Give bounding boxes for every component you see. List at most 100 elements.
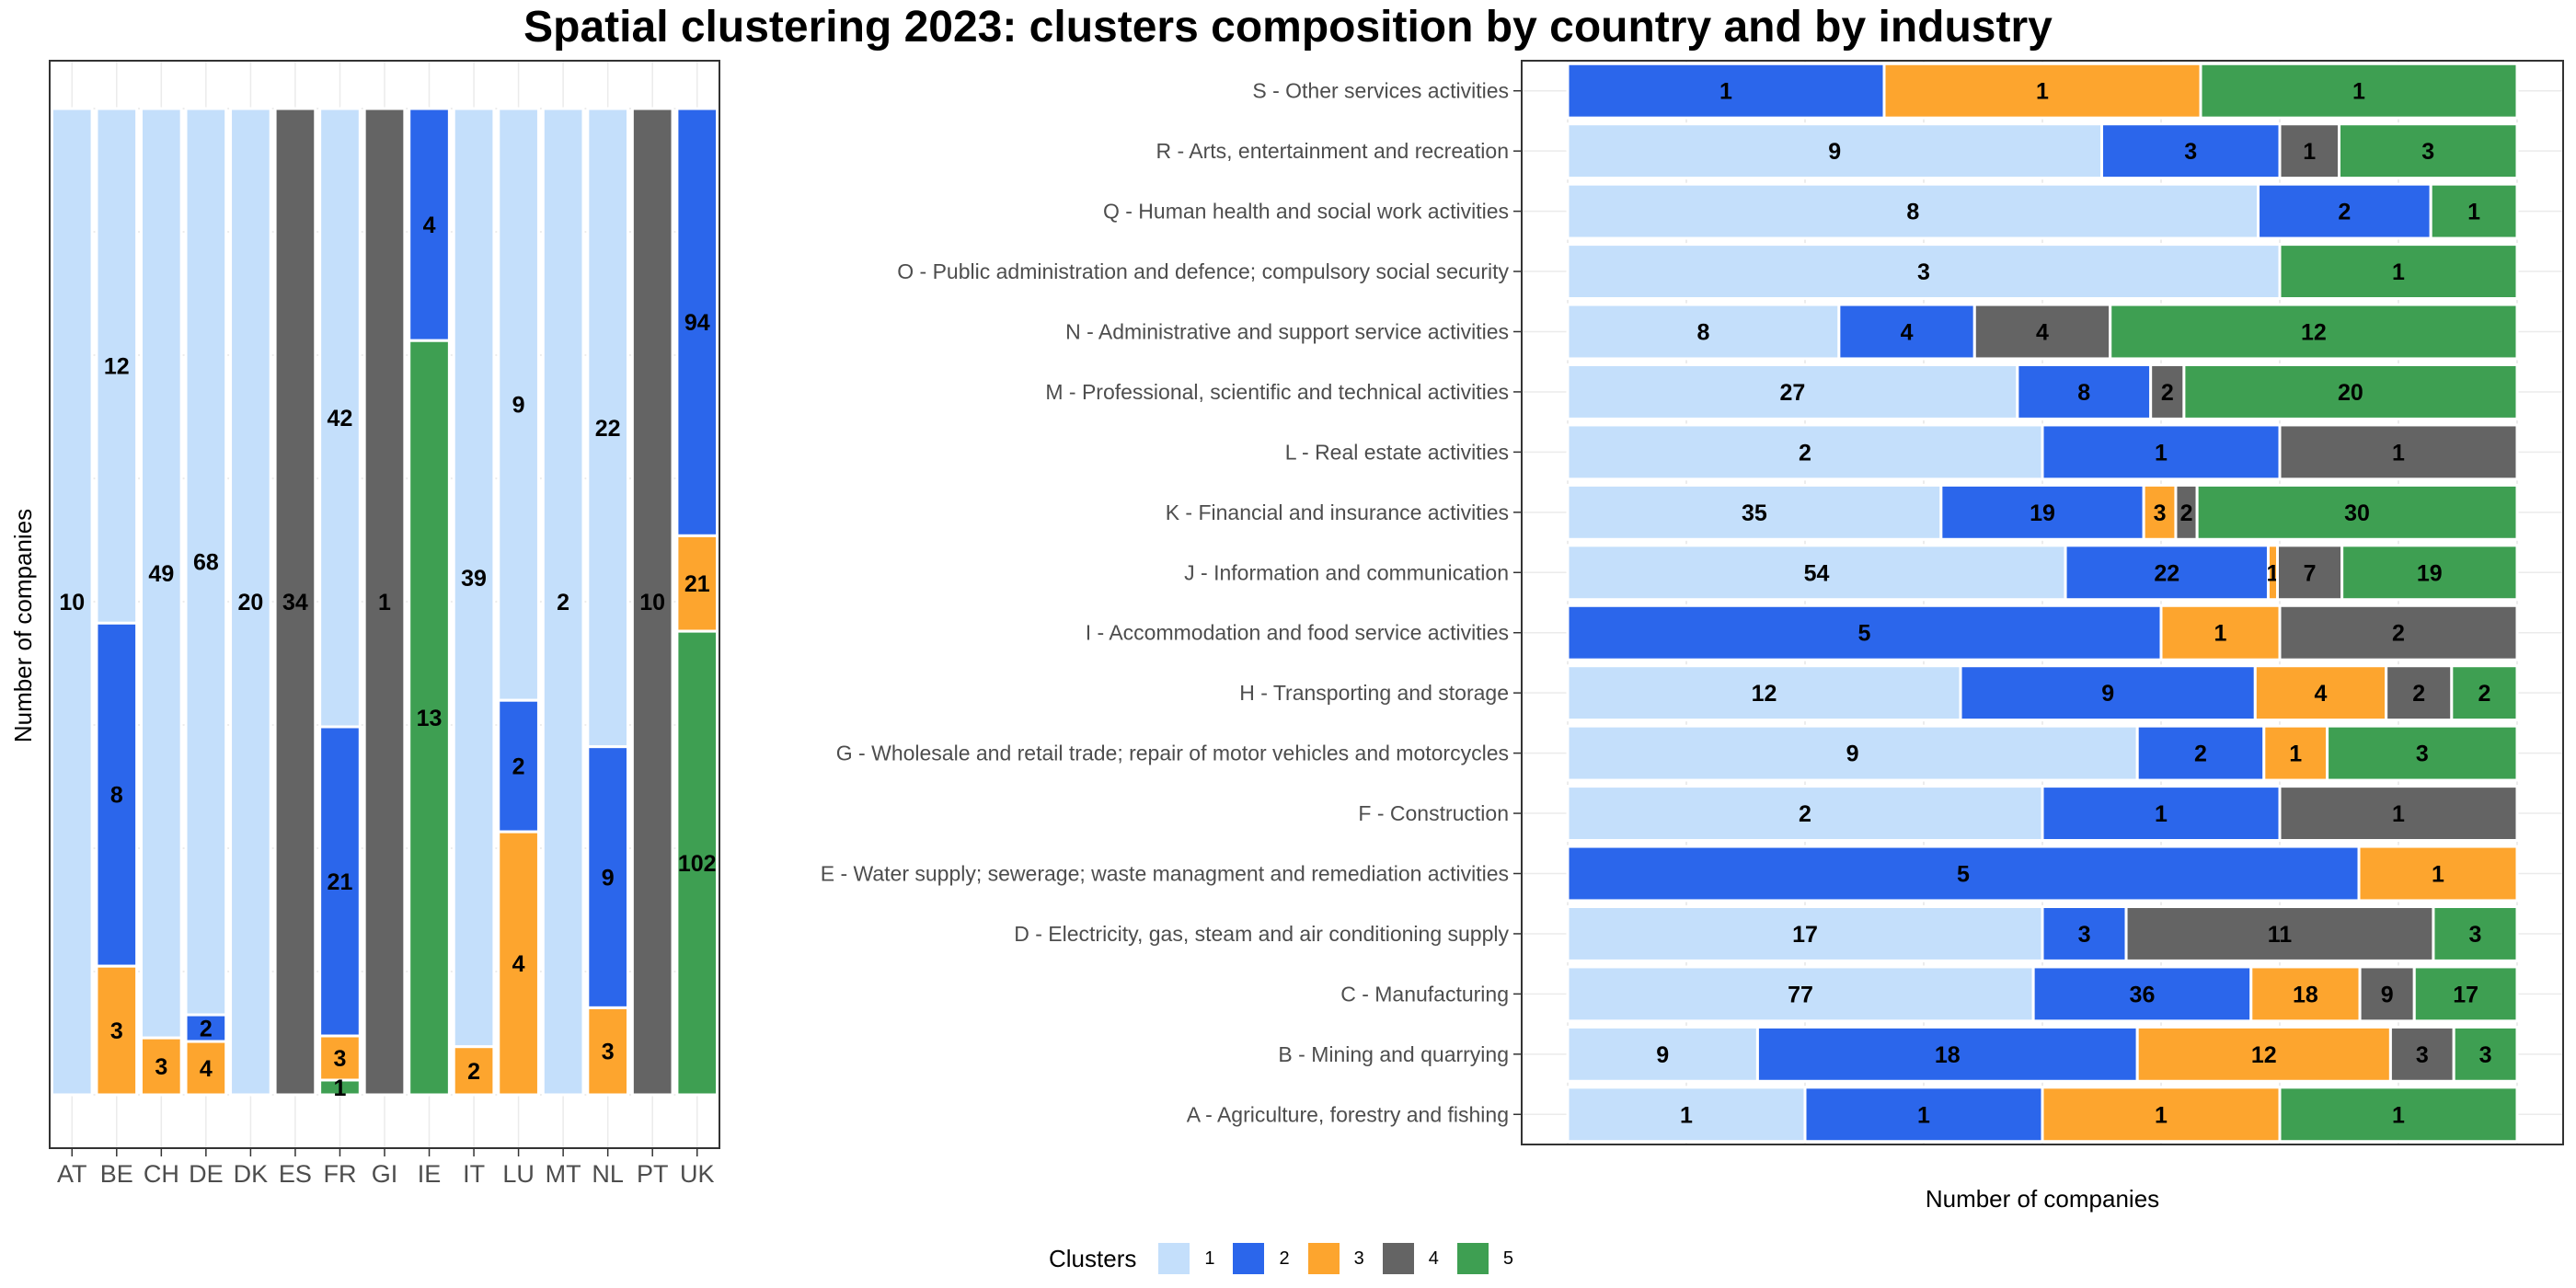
legend-label: 5 <box>1502 1248 1513 1269</box>
data-label: 1 <box>378 590 391 615</box>
bar-segment <box>2016 362 2153 420</box>
data-label: 1 <box>2303 139 2316 165</box>
bar-segment <box>1566 904 2044 962</box>
data-label: 9 <box>2101 681 2114 707</box>
legend-item: 1 <box>1156 1241 1214 1276</box>
bar-segment <box>452 107 496 1049</box>
bar-segment <box>1803 1086 2044 1144</box>
y-tick-label: C - Manufacturing <box>1340 982 1509 1006</box>
data-label: 1 <box>2155 440 2168 466</box>
data-label: 1 <box>2352 79 2365 105</box>
data-label: 1 <box>2392 259 2405 285</box>
data-label: 9 <box>1828 139 1841 165</box>
x-tick-label: CH <box>144 1160 179 1188</box>
data-label: 1 <box>2289 742 2302 767</box>
data-label: 5 <box>1957 862 1970 888</box>
bar-segment <box>2358 965 2416 1023</box>
data-label: 22 <box>2154 560 2179 586</box>
legend-label: 3 <box>1353 1248 1364 1269</box>
data-label: 2 <box>2194 742 2207 767</box>
data-label: 12 <box>104 354 130 380</box>
x-tick-label: FR <box>323 1160 356 1188</box>
plot-border <box>1521 60 2564 1145</box>
bar-segment <box>2195 483 2519 541</box>
bar-segment <box>184 1040 228 1097</box>
data-label: 1 <box>334 1075 347 1101</box>
bar-segment <box>630 107 674 1097</box>
legend-label: 1 <box>1204 1248 1215 1269</box>
data-label: 42 <box>328 406 353 431</box>
y-tick-label: D - Electricity, gas, steam and air cond… <box>1014 922 1509 946</box>
legend-item: 3 <box>1305 1241 1364 1276</box>
bar-segment <box>2275 544 2344 602</box>
bar-segment <box>2278 785 2519 843</box>
bar-segment <box>2041 785 2282 843</box>
y-tick-label: J - Information and communication <box>1184 560 1509 584</box>
bar-segment <box>2159 604 2282 661</box>
bar-segment <box>1566 423 2044 481</box>
bar-segment <box>1972 303 2112 361</box>
x-tick-label: DK <box>234 1160 269 1188</box>
data-label: 9 <box>1656 1042 1669 1068</box>
bar-segment <box>2249 965 2362 1023</box>
bar-segment <box>1566 845 2361 903</box>
data-label: 3 <box>2416 742 2429 767</box>
data-label: 2 <box>467 1059 480 1085</box>
bar-segment <box>2412 965 2519 1023</box>
bar-segment <box>50 107 94 1097</box>
y-tick-label: K - Financial and insurance activities <box>1166 500 1509 524</box>
bar-segment <box>497 830 540 1097</box>
bar-segment <box>318 1034 362 1082</box>
data-label: 18 <box>2293 982 2318 1007</box>
bar-segment <box>1566 182 2260 240</box>
data-label: 3 <box>155 1054 167 1080</box>
data-label: 35 <box>1742 500 1767 526</box>
y-tick-label: R - Arts, entertainment and recreation <box>1156 139 1509 163</box>
x-tick-label: UK <box>680 1160 715 1188</box>
bar-segment <box>1939 483 2145 541</box>
bar-segment <box>273 107 317 1097</box>
industry-chart-xlabel: Number of companies <box>1926 1185 2159 1213</box>
data-label: 4 <box>423 213 436 238</box>
data-label: 68 <box>193 550 219 576</box>
bar-segment <box>2031 965 2253 1023</box>
data-label: 2 <box>2338 200 2351 225</box>
bar-segment <box>184 1013 228 1043</box>
bar-segment <box>1566 122 2103 180</box>
y-tick-label: F - Construction <box>1358 801 1509 825</box>
data-label: 4 <box>200 1056 213 1082</box>
bar-segment <box>2357 845 2519 903</box>
data-label: 2 <box>1799 801 1811 827</box>
legend-title: Clusters <box>1049 1244 1137 1272</box>
data-label: 2 <box>557 590 569 615</box>
bar-segment <box>586 1006 630 1097</box>
y-tick-label: M - Professional, scientific and technic… <box>1045 380 1509 404</box>
x-tick-label: IE <box>418 1160 442 1188</box>
data-label: 21 <box>684 571 710 597</box>
data-label: 4 <box>1901 320 1914 346</box>
bar-segment <box>1566 1025 1759 1083</box>
bar-segment <box>1566 1086 1807 1144</box>
data-label: 3 <box>2469 922 2482 948</box>
bar-segment <box>2338 122 2519 180</box>
bar-segment <box>2452 1025 2519 1083</box>
data-label: 19 <box>2417 560 2443 586</box>
data-label: 49 <box>148 561 174 587</box>
data-label: 3 <box>2421 139 2434 165</box>
x-tick-label: BE <box>100 1160 133 1188</box>
data-label: 3 <box>334 1046 347 1072</box>
bar-segment <box>95 964 139 1097</box>
y-tick-label: E - Water supply; sewerage; waste managm… <box>821 862 1509 886</box>
bar-segment <box>2109 303 2519 361</box>
bar-segment <box>2100 122 2282 180</box>
bar-segment <box>541 107 585 1097</box>
data-label: 2 <box>2180 500 2193 526</box>
data-label: 10 <box>639 590 665 615</box>
y-tick-label: G - Wholesale and retail trade; repair o… <box>836 742 1509 765</box>
x-tick-label: GI <box>372 1160 398 1188</box>
data-label: 1 <box>2392 440 2405 466</box>
data-label: 8 <box>2077 380 2090 406</box>
x-tick-label: LU <box>502 1160 535 1188</box>
data-label: 18 <box>1935 1042 1961 1068</box>
bar-segment <box>1959 664 2257 722</box>
